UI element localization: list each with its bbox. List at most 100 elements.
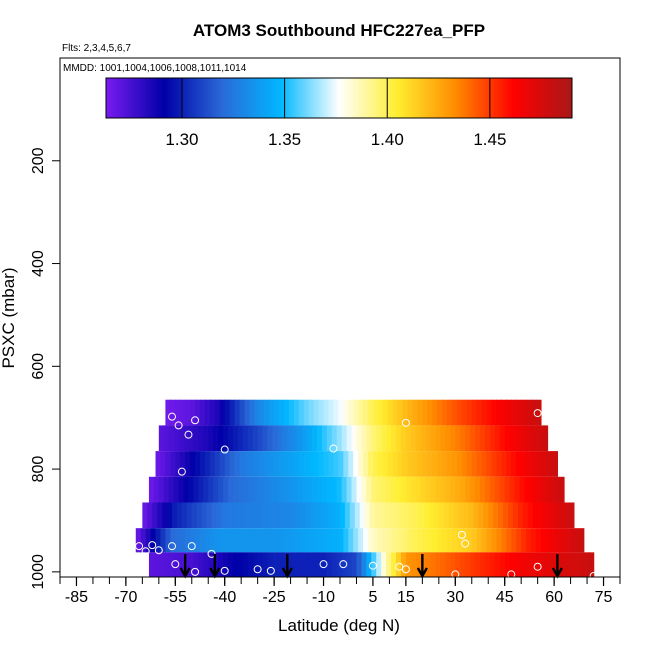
curtain-cell bbox=[323, 451, 330, 477]
curtain-cell bbox=[318, 528, 325, 553]
x-tick-label: 45 bbox=[496, 589, 514, 606]
curtain-cell bbox=[516, 451, 522, 477]
curtain-cell bbox=[213, 476, 219, 503]
x-tick-label: -85 bbox=[65, 589, 88, 606]
curtain-cell bbox=[298, 399, 305, 426]
x-tick-label: -25 bbox=[263, 589, 286, 606]
curtain-cell bbox=[470, 552, 476, 577]
curtain-cell bbox=[244, 528, 251, 553]
curtain-cell bbox=[267, 552, 274, 577]
sample-point bbox=[191, 567, 200, 576]
curtain-cell bbox=[442, 451, 448, 477]
curtain-cell bbox=[148, 552, 155, 577]
curtain-cell bbox=[190, 528, 196, 553]
curtain-cell bbox=[155, 451, 162, 477]
curtain-cell bbox=[163, 476, 170, 503]
curtain-cell bbox=[371, 552, 377, 577]
curtain-cell bbox=[343, 399, 349, 426]
curtain-cell bbox=[521, 528, 527, 553]
curtain-cell bbox=[363, 528, 369, 553]
curtain-cell bbox=[336, 476, 343, 503]
curtain-cell bbox=[527, 502, 534, 529]
curtain-cell bbox=[348, 528, 354, 553]
curtain-cell bbox=[175, 528, 181, 553]
curtain-layer bbox=[135, 399, 595, 577]
curtain-cell bbox=[234, 399, 241, 426]
curtain-cell bbox=[463, 502, 470, 529]
curtain-cell bbox=[262, 476, 269, 503]
curtain-cell bbox=[269, 528, 275, 553]
curtain-cell bbox=[440, 425, 447, 452]
curtain-cell bbox=[387, 399, 394, 426]
curtain-cell bbox=[219, 528, 226, 553]
curtain-cell bbox=[239, 451, 246, 477]
curtain-cell bbox=[218, 552, 224, 577]
curtain-cell bbox=[445, 552, 451, 577]
curtain-cell bbox=[491, 451, 498, 477]
curtain-cell bbox=[356, 552, 363, 577]
curtain-cell bbox=[160, 528, 167, 553]
curtain-cell bbox=[326, 425, 333, 452]
curtain-cell bbox=[312, 476, 318, 503]
curtain-cell bbox=[223, 476, 229, 503]
curtain-cell bbox=[175, 399, 181, 426]
curtain-cell bbox=[511, 451, 517, 477]
curtain-cell bbox=[232, 425, 239, 452]
curtain-cell bbox=[539, 425, 545, 452]
curtain-cell bbox=[293, 399, 300, 426]
curtain-cell bbox=[320, 502, 326, 529]
curtain-cell bbox=[338, 528, 344, 553]
curtain-cell bbox=[257, 476, 264, 503]
curtain-cell bbox=[407, 451, 414, 477]
curtain-cell bbox=[348, 451, 354, 477]
curtain-cell bbox=[251, 502, 257, 529]
curtain-cell bbox=[382, 399, 389, 426]
x-tick-label: 75 bbox=[595, 589, 613, 606]
sample-point bbox=[507, 570, 516, 579]
curtain-cell bbox=[410, 425, 417, 452]
curtain-cell bbox=[168, 476, 175, 503]
sample-point bbox=[171, 560, 180, 569]
curtain-cell bbox=[229, 399, 236, 426]
curtain-cell bbox=[368, 528, 374, 553]
curtain-cell bbox=[412, 451, 419, 477]
curtain-cell bbox=[288, 451, 295, 477]
curtain-cell bbox=[583, 552, 590, 577]
sample-point bbox=[187, 542, 196, 551]
curtain-cell bbox=[213, 425, 219, 452]
sample-point bbox=[533, 562, 542, 571]
curtain-cell bbox=[578, 552, 585, 577]
curtain-cell bbox=[333, 451, 339, 477]
curtain-cell bbox=[223, 425, 229, 452]
curtain-cell bbox=[303, 399, 310, 426]
curtain-cell bbox=[185, 399, 191, 426]
curtain-cell bbox=[275, 502, 282, 529]
curtain-cell bbox=[456, 528, 463, 553]
curtain-cell bbox=[471, 451, 478, 477]
curtain-cell bbox=[316, 425, 323, 452]
y-axis-label: PSXC (mbar) bbox=[0, 267, 18, 368]
sample-point bbox=[220, 566, 229, 575]
curtain-cell bbox=[526, 528, 532, 553]
curtain-cell bbox=[466, 451, 473, 477]
curtain-cell bbox=[493, 502, 499, 529]
curtain-cell bbox=[430, 425, 437, 452]
curtain-cell bbox=[567, 502, 573, 529]
sample-point bbox=[401, 565, 410, 574]
curtain-cell bbox=[167, 502, 173, 529]
curtain-cell bbox=[397, 528, 404, 553]
curtain-cell bbox=[285, 502, 292, 529]
curtain-cell bbox=[420, 476, 427, 503]
curtain-cell bbox=[417, 451, 423, 477]
curtain-cell bbox=[433, 502, 440, 529]
curtain-cell bbox=[326, 476, 333, 503]
curtain-cell bbox=[521, 399, 527, 426]
curtain-cell bbox=[356, 476, 363, 503]
curtain-cell bbox=[440, 476, 447, 503]
curtain-cell bbox=[247, 476, 254, 503]
curtain-cell bbox=[358, 451, 364, 477]
curtain-cell bbox=[270, 502, 277, 529]
curtain-cell bbox=[267, 425, 274, 452]
curtain-cell bbox=[214, 528, 221, 553]
curtain-cell bbox=[195, 528, 201, 553]
